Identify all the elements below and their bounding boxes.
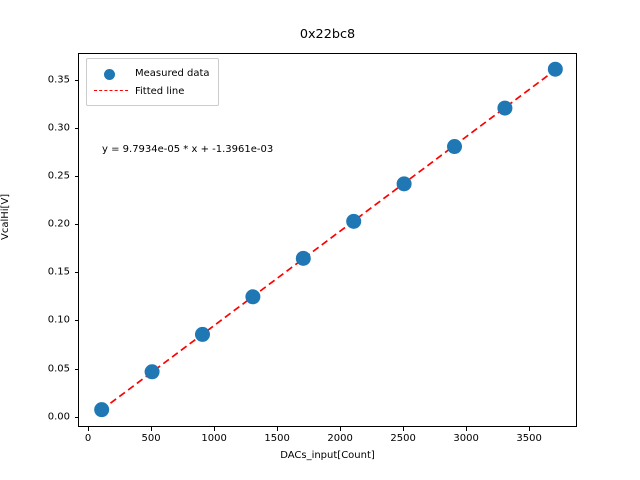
plot-svg bbox=[94, 61, 563, 418]
x-tick-mark bbox=[466, 427, 468, 431]
x-tick-label: 3000 bbox=[453, 433, 479, 444]
data-point bbox=[94, 402, 110, 418]
data-point bbox=[346, 213, 362, 229]
data-point bbox=[497, 100, 513, 116]
x-tick-mark bbox=[277, 427, 279, 431]
legend-item-measured-data: Measured data bbox=[93, 64, 210, 82]
fitted-line-path bbox=[101, 69, 556, 411]
x-tick-label: 500 bbox=[141, 433, 161, 444]
x-tick-label: 0 bbox=[84, 433, 92, 444]
x-tick-label: 3500 bbox=[516, 433, 542, 444]
legend-box: Measured data Fitted line bbox=[86, 58, 219, 106]
y-tick-mark bbox=[74, 127, 78, 129]
y-tick-mark bbox=[74, 175, 78, 177]
data-point bbox=[245, 289, 261, 305]
x-tick-label: 2000 bbox=[327, 433, 353, 444]
x-tick-mark bbox=[340, 427, 342, 431]
x-tick-mark bbox=[88, 427, 90, 431]
x-tick-mark bbox=[529, 427, 531, 431]
legend-label-fitted-line: Fitted line bbox=[135, 85, 185, 97]
data-point bbox=[447, 139, 463, 155]
y-tick-mark bbox=[74, 224, 78, 226]
legend-item-fitted-line: Fitted line bbox=[93, 82, 210, 100]
y-tick-mark bbox=[74, 320, 78, 322]
x-axis-label: DACs_input[Count] bbox=[280, 450, 375, 461]
data-point bbox=[295, 250, 311, 266]
x-tick-mark bbox=[403, 427, 405, 431]
legend-dashed-line-icon bbox=[93, 84, 129, 98]
legend-marker-icon bbox=[93, 66, 129, 80]
y-axis-label: VcalHi[V] bbox=[0, 193, 11, 240]
data-point bbox=[547, 61, 563, 77]
plot-axes bbox=[78, 53, 577, 427]
fitted-line bbox=[101, 69, 556, 411]
legend-label-measured-data: Measured data bbox=[135, 67, 210, 79]
fit-equation-annotation: y = 9.7934e-05 * x + -1.3961e-03 bbox=[102, 144, 274, 155]
y-tick-mark bbox=[74, 79, 78, 81]
x-tick-label: 2500 bbox=[390, 433, 416, 444]
data-point bbox=[144, 364, 160, 380]
chart-title: 0x22bc8 bbox=[299, 27, 356, 42]
y-tick-mark bbox=[74, 416, 78, 418]
x-tick-label: 1000 bbox=[201, 433, 227, 444]
y-tick-mark bbox=[74, 368, 78, 370]
y-tick-mark bbox=[74, 272, 78, 274]
data-point bbox=[194, 326, 210, 342]
measured-data-points bbox=[94, 61, 563, 418]
x-tick-mark bbox=[214, 427, 216, 431]
data-point bbox=[396, 176, 412, 192]
x-tick-label: 1500 bbox=[264, 433, 290, 444]
x-tick-mark bbox=[151, 427, 153, 431]
